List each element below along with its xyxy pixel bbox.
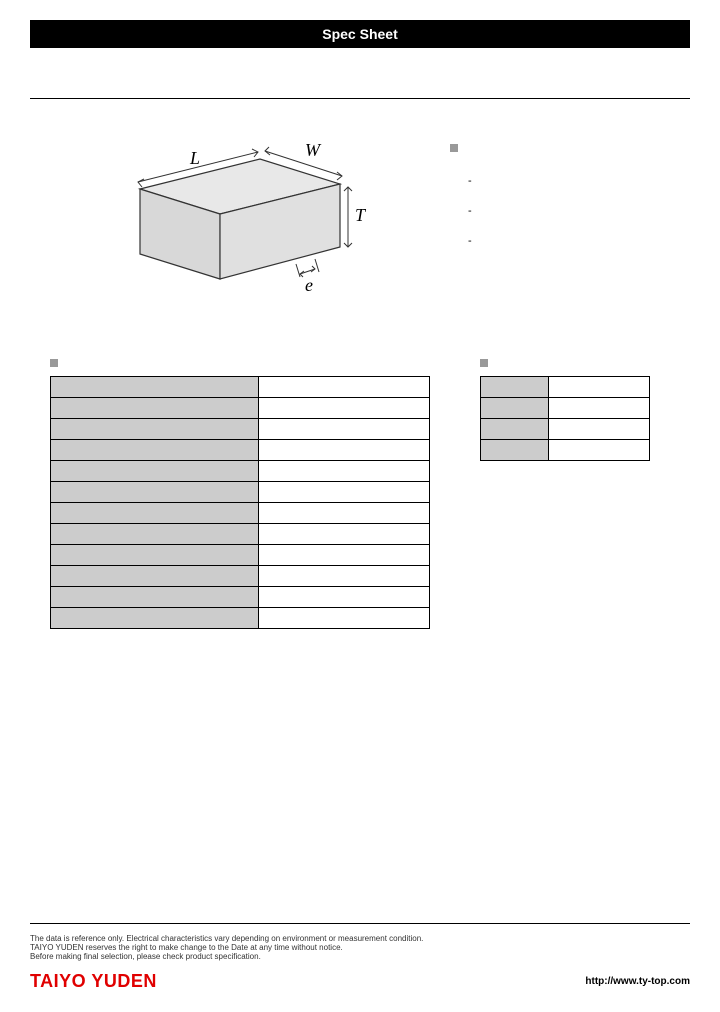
- table-row: [481, 377, 650, 398]
- square-bullet-icon: [480, 359, 488, 367]
- table-row: [51, 566, 430, 587]
- divider-footer: [30, 923, 690, 924]
- spec-table: [50, 376, 430, 629]
- title-bar: Spec Sheet: [30, 20, 690, 48]
- dim-label-w: W: [305, 140, 322, 160]
- list-item: -: [468, 175, 472, 187]
- list-item: -: [468, 235, 472, 247]
- list-item: -: [468, 205, 472, 217]
- table-row: [51, 545, 430, 566]
- table-row: [481, 440, 650, 461]
- table-row: [51, 482, 430, 503]
- table-row: [51, 461, 430, 482]
- table-row: [51, 524, 430, 545]
- table-row: [51, 398, 430, 419]
- table-row: [51, 419, 430, 440]
- package-diagram: L W T e: [90, 129, 370, 314]
- dimension-table: [480, 376, 650, 461]
- footer-url: http://www.ty-top.com: [585, 976, 690, 987]
- table-row: [51, 377, 430, 398]
- company-logo: TAIYO YUDEN: [30, 971, 157, 992]
- package-list: - - -: [450, 139, 472, 314]
- table-row: [51, 587, 430, 608]
- table-row: [51, 608, 430, 629]
- table-row: [481, 398, 650, 419]
- square-bullet-icon: [50, 359, 58, 367]
- footer-disclaimer: The data is reference only. Electrical c…: [30, 934, 690, 961]
- table-row: [481, 419, 650, 440]
- divider-top: [30, 98, 690, 99]
- dim-label-e: e: [305, 275, 313, 295]
- square-bullet-icon: [450, 144, 458, 152]
- table-row: [51, 503, 430, 524]
- dim-label-t: T: [355, 205, 367, 225]
- table-row: [51, 440, 430, 461]
- dim-label-l: L: [189, 148, 200, 168]
